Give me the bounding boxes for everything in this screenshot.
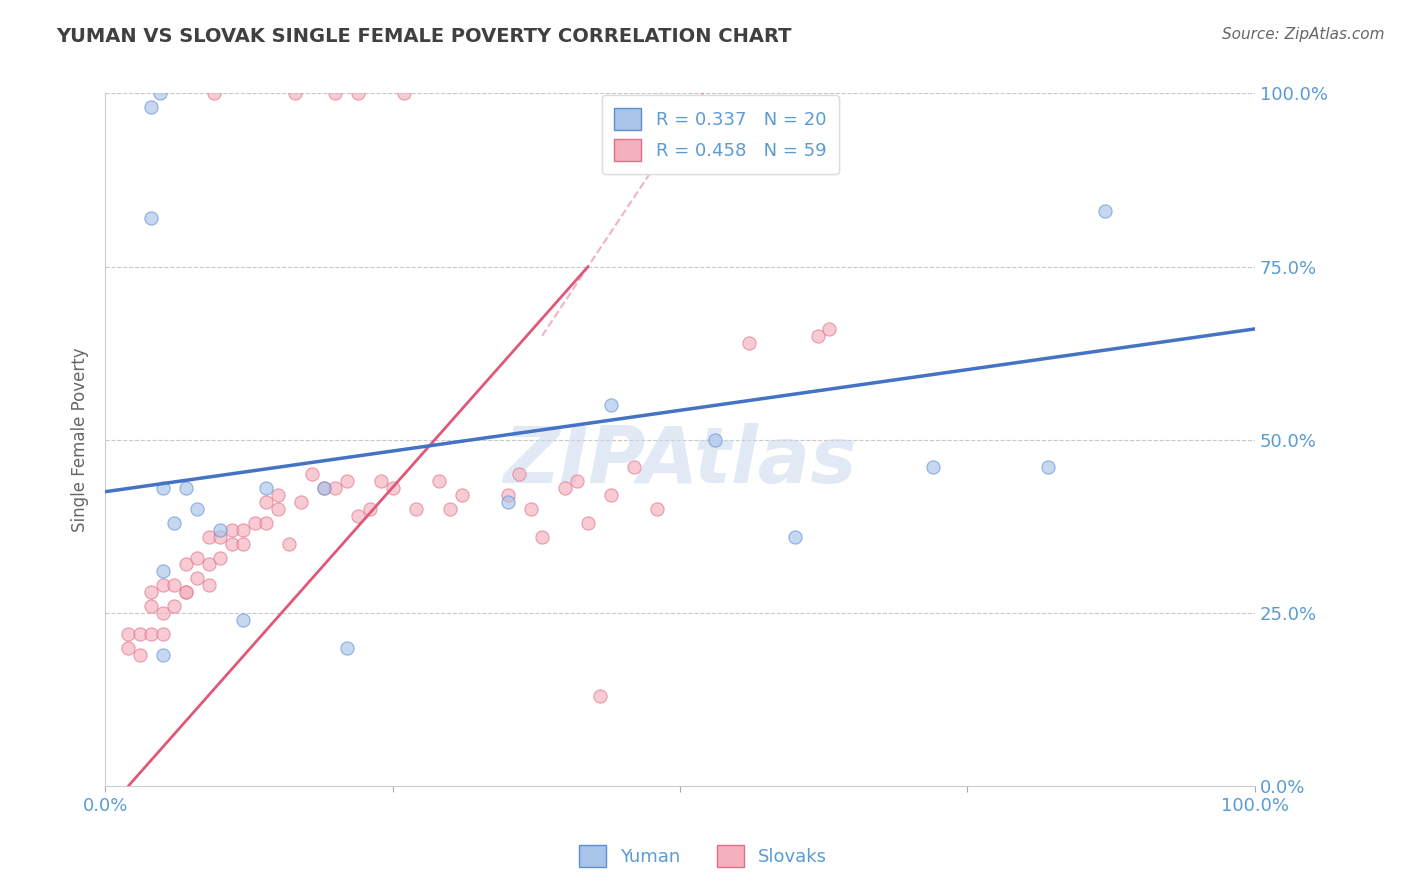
Point [588,689,610,703]
Point [576,516,599,530]
Point [290,495,312,509]
Point [347,87,370,101]
Point [266,502,288,516]
Point [117,640,139,655]
Legend: R = 0.337   N = 20, R = 0.458   N = 59: R = 0.337 N = 20, R = 0.458 N = 59 [602,95,839,174]
Point [738,335,761,350]
Point [152,565,174,579]
Point [141,211,163,225]
Point [141,626,163,640]
Point [323,481,346,495]
Point [284,87,307,101]
Text: YUMAN VS SLOVAK SINGLE FEMALE POVERTY CORRELATION CHART: YUMAN VS SLOVAK SINGLE FEMALE POVERTY CO… [56,27,792,45]
Point [565,475,588,489]
Point [243,516,266,530]
Point [645,502,668,516]
Point [922,460,945,475]
Point [117,626,139,640]
Point [186,571,208,585]
Point [508,467,530,482]
Point [392,87,415,101]
Point [152,648,174,662]
Point [323,87,346,101]
Point [807,328,830,343]
Point [197,530,219,544]
Legend: Yuman, Slovaks: Yuman, Slovaks [572,838,834,874]
Text: ZIPAtlas: ZIPAtlas [503,423,856,499]
Point [209,550,232,565]
Point [783,530,806,544]
Point [186,550,208,565]
Point [186,502,208,516]
Point [336,475,359,489]
Point [141,100,163,114]
Point [254,516,277,530]
Y-axis label: Single Female Poverty: Single Female Poverty [72,348,89,532]
Point [197,578,219,592]
Text: Source: ZipAtlas.com: Source: ZipAtlas.com [1222,27,1385,42]
Point [221,523,243,537]
Point [163,516,186,530]
Point [197,558,219,572]
Point [163,599,186,613]
Point [232,536,254,550]
Point [152,578,174,592]
Point [381,481,404,495]
Point [450,488,472,502]
Point [1036,460,1059,475]
Point [209,523,232,537]
Point [149,87,172,101]
Point [209,530,232,544]
Point [128,626,150,640]
Point [174,585,197,599]
Point [152,481,174,495]
Point [204,87,226,101]
Point [232,523,254,537]
Point [152,626,174,640]
Point [496,495,519,509]
Point [301,467,323,482]
Point [174,585,197,599]
Point [623,460,645,475]
Point [818,322,841,336]
Point [370,475,392,489]
Point [221,536,243,550]
Point [232,613,254,627]
Point [174,558,197,572]
Point [278,536,301,550]
Point [600,398,623,412]
Point [600,488,623,502]
Point [519,502,541,516]
Point [174,481,197,495]
Point [427,475,450,489]
Point [347,508,370,523]
Point [359,502,381,516]
Point [141,585,163,599]
Point [254,495,277,509]
Point [266,488,288,502]
Point [336,640,359,655]
Point [141,599,163,613]
Point [163,578,186,592]
Point [312,481,335,495]
Point [703,433,725,447]
Point [312,481,335,495]
Point [128,648,150,662]
Point [531,530,554,544]
Point [254,481,277,495]
Point [496,488,519,502]
Point [439,502,461,516]
Point [152,606,174,620]
Point [405,502,427,516]
Point [1094,204,1116,219]
Point [554,481,576,495]
